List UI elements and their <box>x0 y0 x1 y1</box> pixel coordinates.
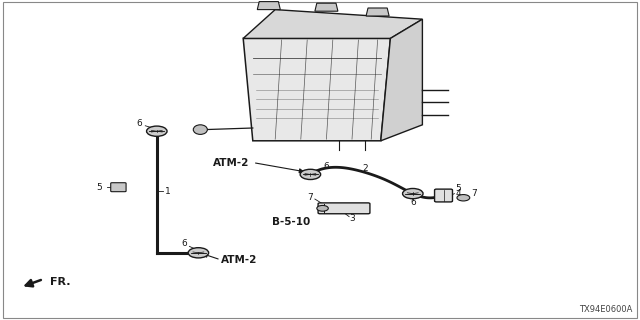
Text: FR.: FR. <box>50 277 70 287</box>
Polygon shape <box>243 10 422 38</box>
Circle shape <box>147 126 167 136</box>
Polygon shape <box>243 38 390 141</box>
Text: B-5-10: B-5-10 <box>272 217 310 228</box>
Text: 5: 5 <box>97 183 102 192</box>
Text: 6: 6 <box>410 198 415 207</box>
Circle shape <box>300 169 321 180</box>
Polygon shape <box>381 19 422 141</box>
Text: ATM-2: ATM-2 <box>221 255 257 265</box>
Text: 6: 6 <box>324 162 329 171</box>
Polygon shape <box>257 2 280 10</box>
Text: ATM-2: ATM-2 <box>213 157 250 168</box>
Text: 4: 4 <box>456 189 461 198</box>
FancyBboxPatch shape <box>435 189 452 202</box>
Text: 5: 5 <box>456 184 461 193</box>
Polygon shape <box>366 8 389 16</box>
Ellipse shape <box>193 125 207 134</box>
Text: 6: 6 <box>182 239 187 248</box>
Text: 6: 6 <box>136 119 141 128</box>
Text: 7: 7 <box>308 193 313 202</box>
Text: 1: 1 <box>165 187 170 196</box>
Circle shape <box>457 195 470 201</box>
Text: 3: 3 <box>349 214 355 223</box>
Text: TX94E0600A: TX94E0600A <box>579 305 632 314</box>
Circle shape <box>188 248 209 258</box>
Circle shape <box>317 205 328 211</box>
Circle shape <box>403 188 423 199</box>
FancyBboxPatch shape <box>318 203 370 214</box>
Text: 2: 2 <box>362 164 367 173</box>
Text: 7: 7 <box>471 189 476 198</box>
Polygon shape <box>315 3 338 11</box>
FancyBboxPatch shape <box>111 183 126 192</box>
